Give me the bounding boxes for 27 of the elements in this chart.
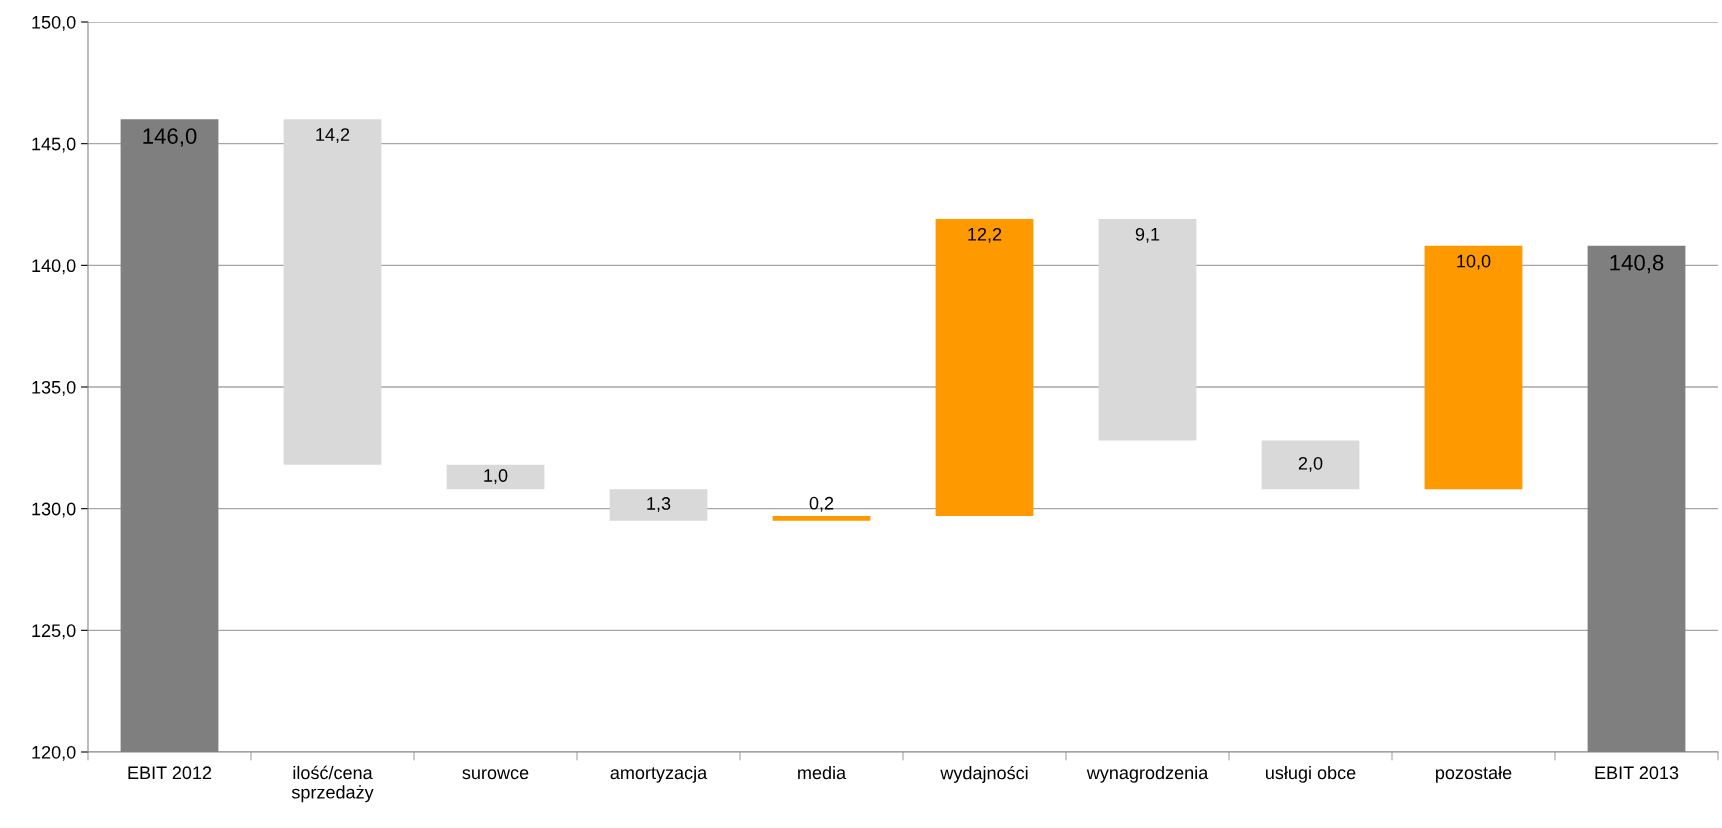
data-label: 146,0 — [143, 128, 197, 147]
y-tick-label: 130,0 — [32, 502, 76, 518]
data-label: 2,0 — [1298, 456, 1323, 472]
x-tick-label: media — [798, 765, 847, 780]
data-label: 14,2 — [316, 128, 350, 144]
x-tick-label: surowce — [462, 769, 529, 780]
x-tick-label: usługi obce — [1266, 765, 1356, 783]
y-tick-label: 150,0 — [32, 15, 76, 31]
data-label: 9,1 — [1135, 227, 1160, 243]
data-label: 1,0 — [484, 469, 508, 485]
x-tick-label: wynagrodzenia — [1086, 765, 1209, 783]
data-label: 140,8 — [1610, 254, 1664, 274]
data-label: 10,0 — [1457, 254, 1491, 270]
x-tick-label: pozostałe — [1436, 765, 1512, 783]
x-tick-label: EBIT 2013 — [1595, 766, 1679, 780]
data-label: 0,2 — [809, 496, 834, 512]
y-tick-label: 120,0 — [32, 745, 76, 761]
x-tick-label: wydajności — [940, 765, 1028, 783]
y-tick-label: 140,0 — [32, 259, 76, 275]
y-tick-label: 135,0 — [32, 380, 76, 396]
x-tick-label: amortyzacja — [610, 765, 708, 783]
data-label: 1,3 — [647, 497, 671, 512]
y-tick-label: 145,0 — [32, 137, 76, 153]
x-tick-label: EBIT 2012 — [128, 766, 212, 780]
data-label: 12,2 — [968, 227, 1002, 243]
x-tick-label: ilość/cena sprzedaży — [291, 765, 374, 803]
y-tick-label: 125,0 — [32, 624, 76, 640]
